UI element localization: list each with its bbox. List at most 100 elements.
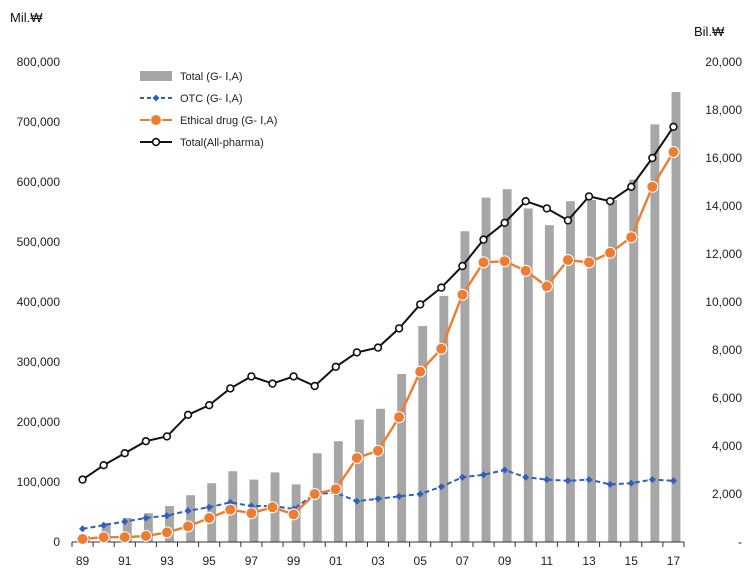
data-point — [163, 512, 171, 520]
data-point — [627, 479, 635, 487]
y-right-tick-label: 2,000 — [712, 487, 742, 501]
data-point — [184, 507, 192, 515]
data-point — [287, 508, 300, 521]
x-tick-label: 93 — [160, 554, 174, 568]
y-left-tick-label: 300,000 — [17, 355, 61, 369]
y-right-tick-label: 16,000 — [705, 151, 742, 165]
legend-label: Total(All-pharma) — [180, 137, 264, 149]
data-point — [394, 324, 404, 333]
data-point — [540, 280, 553, 293]
legend-marker — [151, 137, 161, 147]
legend-marker — [152, 94, 160, 102]
data-point — [414, 365, 427, 378]
bar — [629, 179, 639, 542]
y-right-tick-label: 18,000 — [705, 103, 742, 117]
y-right-tick-label: - — [738, 535, 742, 549]
data-point — [79, 525, 87, 533]
y-right-tick-label: 6,000 — [712, 391, 742, 405]
data-point — [374, 495, 382, 503]
y-right-tick-label: 10,000 — [705, 295, 742, 309]
bar — [122, 518, 132, 542]
data-point — [247, 372, 256, 381]
y-left-tick-label: 500,000 — [17, 235, 61, 249]
left-unit-label: Mil.₩ — [10, 10, 43, 25]
data-point — [204, 401, 214, 410]
data-point — [480, 471, 488, 479]
x-axis: 89 91 93 95 97 99 01 03 05 07 09 11 13 15 17 — [71, 542, 685, 568]
data-point — [498, 255, 511, 268]
y-right-tick-label: 20,000 — [705, 55, 742, 69]
x-tick-label: 15 — [625, 554, 639, 568]
data-point — [416, 300, 425, 309]
data-point — [353, 497, 361, 505]
y-left-tick-label: 600,000 — [17, 175, 61, 189]
data-point — [141, 437, 151, 446]
data-point — [120, 449, 129, 458]
bar — [544, 225, 554, 542]
bar — [354, 419, 364, 542]
x-tick-label: 17 — [667, 554, 681, 568]
data-point — [561, 254, 574, 266]
data-point — [331, 362, 340, 371]
data-point — [350, 452, 363, 464]
data-point — [606, 480, 614, 488]
bar — [397, 374, 407, 542]
data-point — [289, 372, 298, 381]
bar-series — [80, 92, 681, 543]
data-point — [224, 503, 237, 516]
data-point — [437, 283, 446, 292]
data-point — [543, 476, 551, 484]
legend-marker — [150, 114, 162, 126]
data-point — [627, 182, 636, 192]
x-tick-label: 97 — [245, 554, 259, 568]
y-left-tick-label: 700,000 — [17, 115, 61, 129]
data-point — [245, 507, 258, 520]
data-point — [648, 476, 656, 484]
data-point — [395, 492, 403, 500]
data-point — [585, 476, 593, 484]
data-point — [121, 518, 129, 526]
data-point — [522, 473, 530, 481]
y-right-tick-label: 4,000 — [712, 439, 742, 453]
data-point — [183, 410, 193, 419]
x-tick-label: 99 — [287, 554, 301, 568]
y-left-tick-label: 400,000 — [17, 295, 61, 309]
data-point — [266, 501, 279, 514]
data-point — [435, 342, 448, 355]
x-tick-label: 91 — [118, 554, 132, 568]
data-point — [310, 381, 319, 391]
data-point — [563, 216, 573, 225]
y-right-tick-label: 12,000 — [705, 247, 742, 261]
data-point — [182, 520, 195, 533]
legend-label: OTC (G- Ⅰ,A) — [180, 93, 243, 105]
data-point — [205, 503, 213, 511]
data-point — [458, 473, 466, 481]
x-tick-label: 13 — [582, 554, 596, 568]
data-point — [97, 531, 110, 544]
legend-swatch — [140, 71, 172, 81]
data-point — [393, 411, 406, 424]
data-point — [268, 379, 277, 388]
data-point — [226, 384, 235, 393]
data-point — [437, 483, 445, 491]
bar — [376, 408, 385, 542]
y-right-tick-label: 14,000 — [705, 199, 742, 213]
legend-label: Ethical drug (G- Ⅰ,A) — [180, 115, 277, 127]
y-right-tick-label: 8,000 — [712, 343, 742, 357]
data-point — [352, 348, 362, 357]
y-left-tick-label: 200,000 — [17, 415, 61, 429]
data-point — [416, 490, 424, 498]
bar — [439, 296, 449, 542]
data-point — [372, 444, 384, 457]
line-series — [76, 122, 680, 545]
data-point — [583, 256, 596, 269]
data-point — [162, 432, 172, 441]
legend: Total (G- Ⅰ,A) OTC (G- Ⅰ,A) Ethical drug (… — [140, 71, 277, 149]
bar — [587, 200, 596, 542]
bar — [523, 208, 533, 542]
data-point — [519, 264, 532, 277]
y-axis-left: 0 100,000 200,000 300,000 400,000 500,000 600,… — [17, 55, 61, 549]
data-point — [329, 483, 342, 496]
data-point — [456, 288, 469, 301]
data-point — [99, 461, 108, 470]
